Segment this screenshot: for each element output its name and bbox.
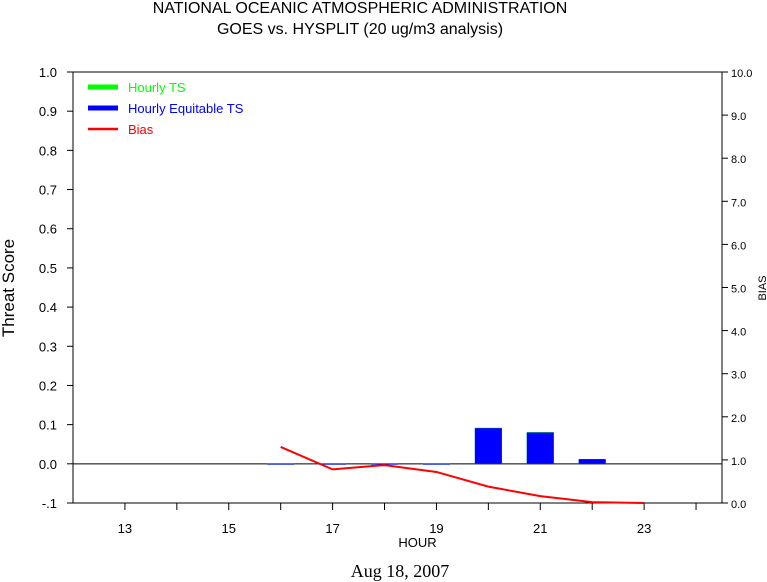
y2-tick-label: 0.0 [731,499,746,511]
y-tick-label: 0.3 [39,339,57,354]
y-tick-label: 0.9 [39,104,57,119]
y-tick-label: 0.7 [39,183,57,198]
x-tick-label: 19 [429,521,443,536]
chart-title: NATIONAL OCEANIC ATMOSPHERIC ADMINISTRAT… [152,0,568,17]
y-tick-label: 0.0 [39,457,57,472]
bar-hourly-equitable-ts [578,459,606,464]
x-axis-label: HOUR [398,535,436,550]
y2-tick-label: 9.0 [731,111,746,123]
y-tick-label: 0.5 [39,261,57,276]
chart-subtitle: GOES vs. HYSPLIT (20 ug/m3 analysis) [216,21,504,38]
y2-tick-label: 1.0 [731,456,746,468]
bar-hourly-equitable-ts [267,463,295,465]
bar-hourly-equitable-ts [422,463,450,465]
y-tick-label: 0.8 [39,143,57,158]
legend-label: Hourly TS [128,80,186,95]
y2-tick-label: 10.0 [731,68,752,80]
y2-tick-label: 2.0 [731,413,746,425]
date-label: Aug 18, 2007 [350,561,450,581]
legend-label: Hourly Equitable TS [128,101,244,116]
y2-tick-label: 3.0 [731,370,746,382]
bar-hourly-equitable-ts [526,432,554,464]
legend-label: Bias [128,122,154,137]
x-tick-label: 23 [637,521,651,536]
x-tick-label: 13 [118,521,132,536]
plot-frame [72,71,723,504]
y-tick-label: 0.6 [39,222,57,237]
y-tick-label: 0.2 [39,378,57,393]
y-tick-label: -.1 [42,496,57,511]
y2-tick-label: 7.0 [731,197,746,209]
y2-tick-label: 6.0 [731,240,746,252]
y2-tick-label: 8.0 [731,154,746,166]
y-tick-label: 1.0 [39,65,57,80]
x-tick-label: 15 [222,521,236,536]
y2-axis-label: BIAS [757,275,767,300]
x-tick-label: 17 [325,521,339,536]
bias-line [280,446,645,504]
y2-tick-label: 5.0 [731,284,746,296]
x-tick-label: 21 [533,521,547,536]
bar-hourly-equitable-ts [319,463,347,465]
y-tick-label: 0.4 [39,300,57,315]
y2-tick-label: 4.0 [731,327,746,339]
bar-hourly-equitable-ts [474,428,502,464]
y-tick-label: 0.1 [39,418,57,433]
y-axis-label: Threat Score [0,239,18,337]
